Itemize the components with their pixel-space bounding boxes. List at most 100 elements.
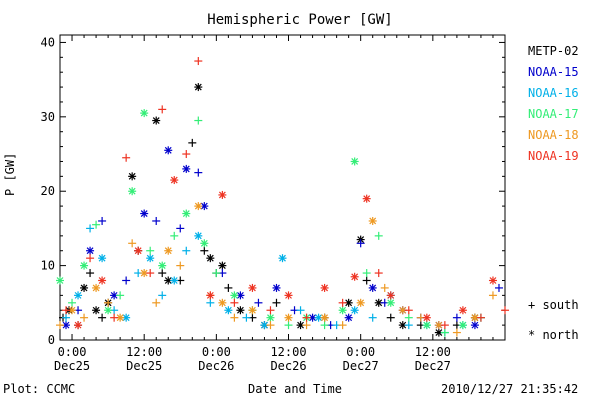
- south-marker: [224, 283, 233, 292]
- north-marker: [170, 276, 179, 285]
- north-marker: [248, 283, 257, 292]
- north-marker: [74, 291, 83, 300]
- north-marker: [350, 306, 359, 315]
- south-marker: [62, 313, 71, 322]
- north-marker: [266, 313, 275, 322]
- north-marker: [92, 283, 101, 292]
- north-marker: [356, 298, 365, 307]
- south-marker: [356, 239, 365, 248]
- north-marker: [182, 164, 191, 173]
- north-marker: [98, 276, 107, 285]
- north-marker: [218, 298, 227, 307]
- north-marker: [272, 283, 281, 292]
- x-tick-label-time: 0:00: [346, 345, 375, 359]
- south-marker: [386, 313, 395, 322]
- north-marker: [386, 298, 395, 307]
- south-marker: [116, 291, 125, 300]
- south-marker: [404, 321, 413, 330]
- plot-frame: [59, 34, 506, 341]
- legend-entry: NOAA-16: [528, 86, 579, 100]
- x-tick-label-date: Dec26: [198, 359, 234, 373]
- north-marker: [350, 157, 359, 166]
- north-marker: [218, 190, 227, 199]
- south-marker: [86, 269, 95, 278]
- north-marker: [344, 298, 353, 307]
- south-marker: [452, 313, 461, 322]
- south-marker: [86, 224, 95, 233]
- north-marker: [194, 202, 203, 211]
- south-marker: [338, 298, 347, 307]
- south-marker: [98, 313, 107, 322]
- south-marker: [206, 298, 215, 307]
- north-marker: [128, 187, 137, 196]
- legend-entry: METP-02: [528, 44, 579, 58]
- south-marker: [176, 224, 185, 233]
- legend-entry: NOAA-18: [528, 128, 579, 142]
- south-marker: [440, 321, 449, 330]
- north-marker: [194, 231, 203, 240]
- north-marker: [458, 321, 467, 330]
- y-tick-label: 10: [41, 259, 55, 273]
- south-marker: [182, 150, 191, 159]
- x-tick-label-time: 12:00: [415, 345, 451, 359]
- x-tick-label-date: Dec25: [126, 359, 162, 373]
- legend-entry: NOAA-15: [528, 65, 579, 79]
- south-marker: [362, 276, 371, 285]
- north-marker: [164, 146, 173, 155]
- south-marker: [284, 321, 293, 330]
- north-marker: [158, 261, 167, 270]
- south-marker: [296, 306, 305, 315]
- north-marker: [386, 291, 395, 300]
- south-marker: [146, 246, 155, 255]
- north-marker: [80, 283, 89, 292]
- north-marker: [74, 321, 83, 330]
- south-marker: [374, 231, 383, 240]
- north-marker: [206, 254, 215, 263]
- north-marker: [368, 283, 377, 292]
- south-marker: [362, 269, 371, 278]
- south-marker: [501, 306, 509, 315]
- south-marker: [56, 321, 64, 330]
- north-marker: [362, 194, 371, 203]
- north-marker: [92, 306, 101, 315]
- north-marker: [458, 306, 467, 315]
- south-marker: [488, 291, 497, 300]
- north-marker: [200, 239, 209, 248]
- south-marker: [98, 216, 107, 225]
- north-marker: [98, 254, 107, 263]
- x-tick-label-time: 12:00: [126, 345, 162, 359]
- north-marker: [134, 246, 143, 255]
- north-marker: [224, 306, 233, 315]
- x-tick-label-date: Dec26: [270, 359, 306, 373]
- north-marker: [170, 176, 179, 185]
- south-marker: [302, 313, 311, 322]
- north-marker: [320, 283, 329, 292]
- north-marker: [434, 328, 443, 337]
- north-marker: [140, 209, 149, 218]
- north-marker: [164, 246, 173, 255]
- south-marker: [302, 321, 311, 330]
- north-marker: [140, 109, 149, 118]
- south-marker: [188, 138, 197, 147]
- south-marker: [194, 57, 203, 66]
- north-marker: [314, 313, 323, 322]
- north-marker: [434, 321, 443, 330]
- south-marker: [320, 321, 329, 330]
- south-marker: [104, 298, 113, 307]
- south-marker: [68, 298, 77, 307]
- south-marker: [242, 313, 251, 322]
- south-marker: [230, 298, 239, 307]
- south-marker: [272, 298, 281, 307]
- y-axis-label: P [GW]: [3, 152, 17, 196]
- south-marker: [368, 313, 377, 322]
- north-marker: [422, 321, 431, 330]
- north-marker: [284, 313, 293, 322]
- plot-credit: Plot: CCMC: [3, 382, 76, 396]
- south-marker: [122, 276, 131, 285]
- south-marker: [404, 313, 413, 322]
- south-marker: [182, 246, 191, 255]
- south-marker: [158, 291, 167, 300]
- north-marker: [104, 306, 113, 315]
- x-tick-label-date: Dec27: [415, 359, 451, 373]
